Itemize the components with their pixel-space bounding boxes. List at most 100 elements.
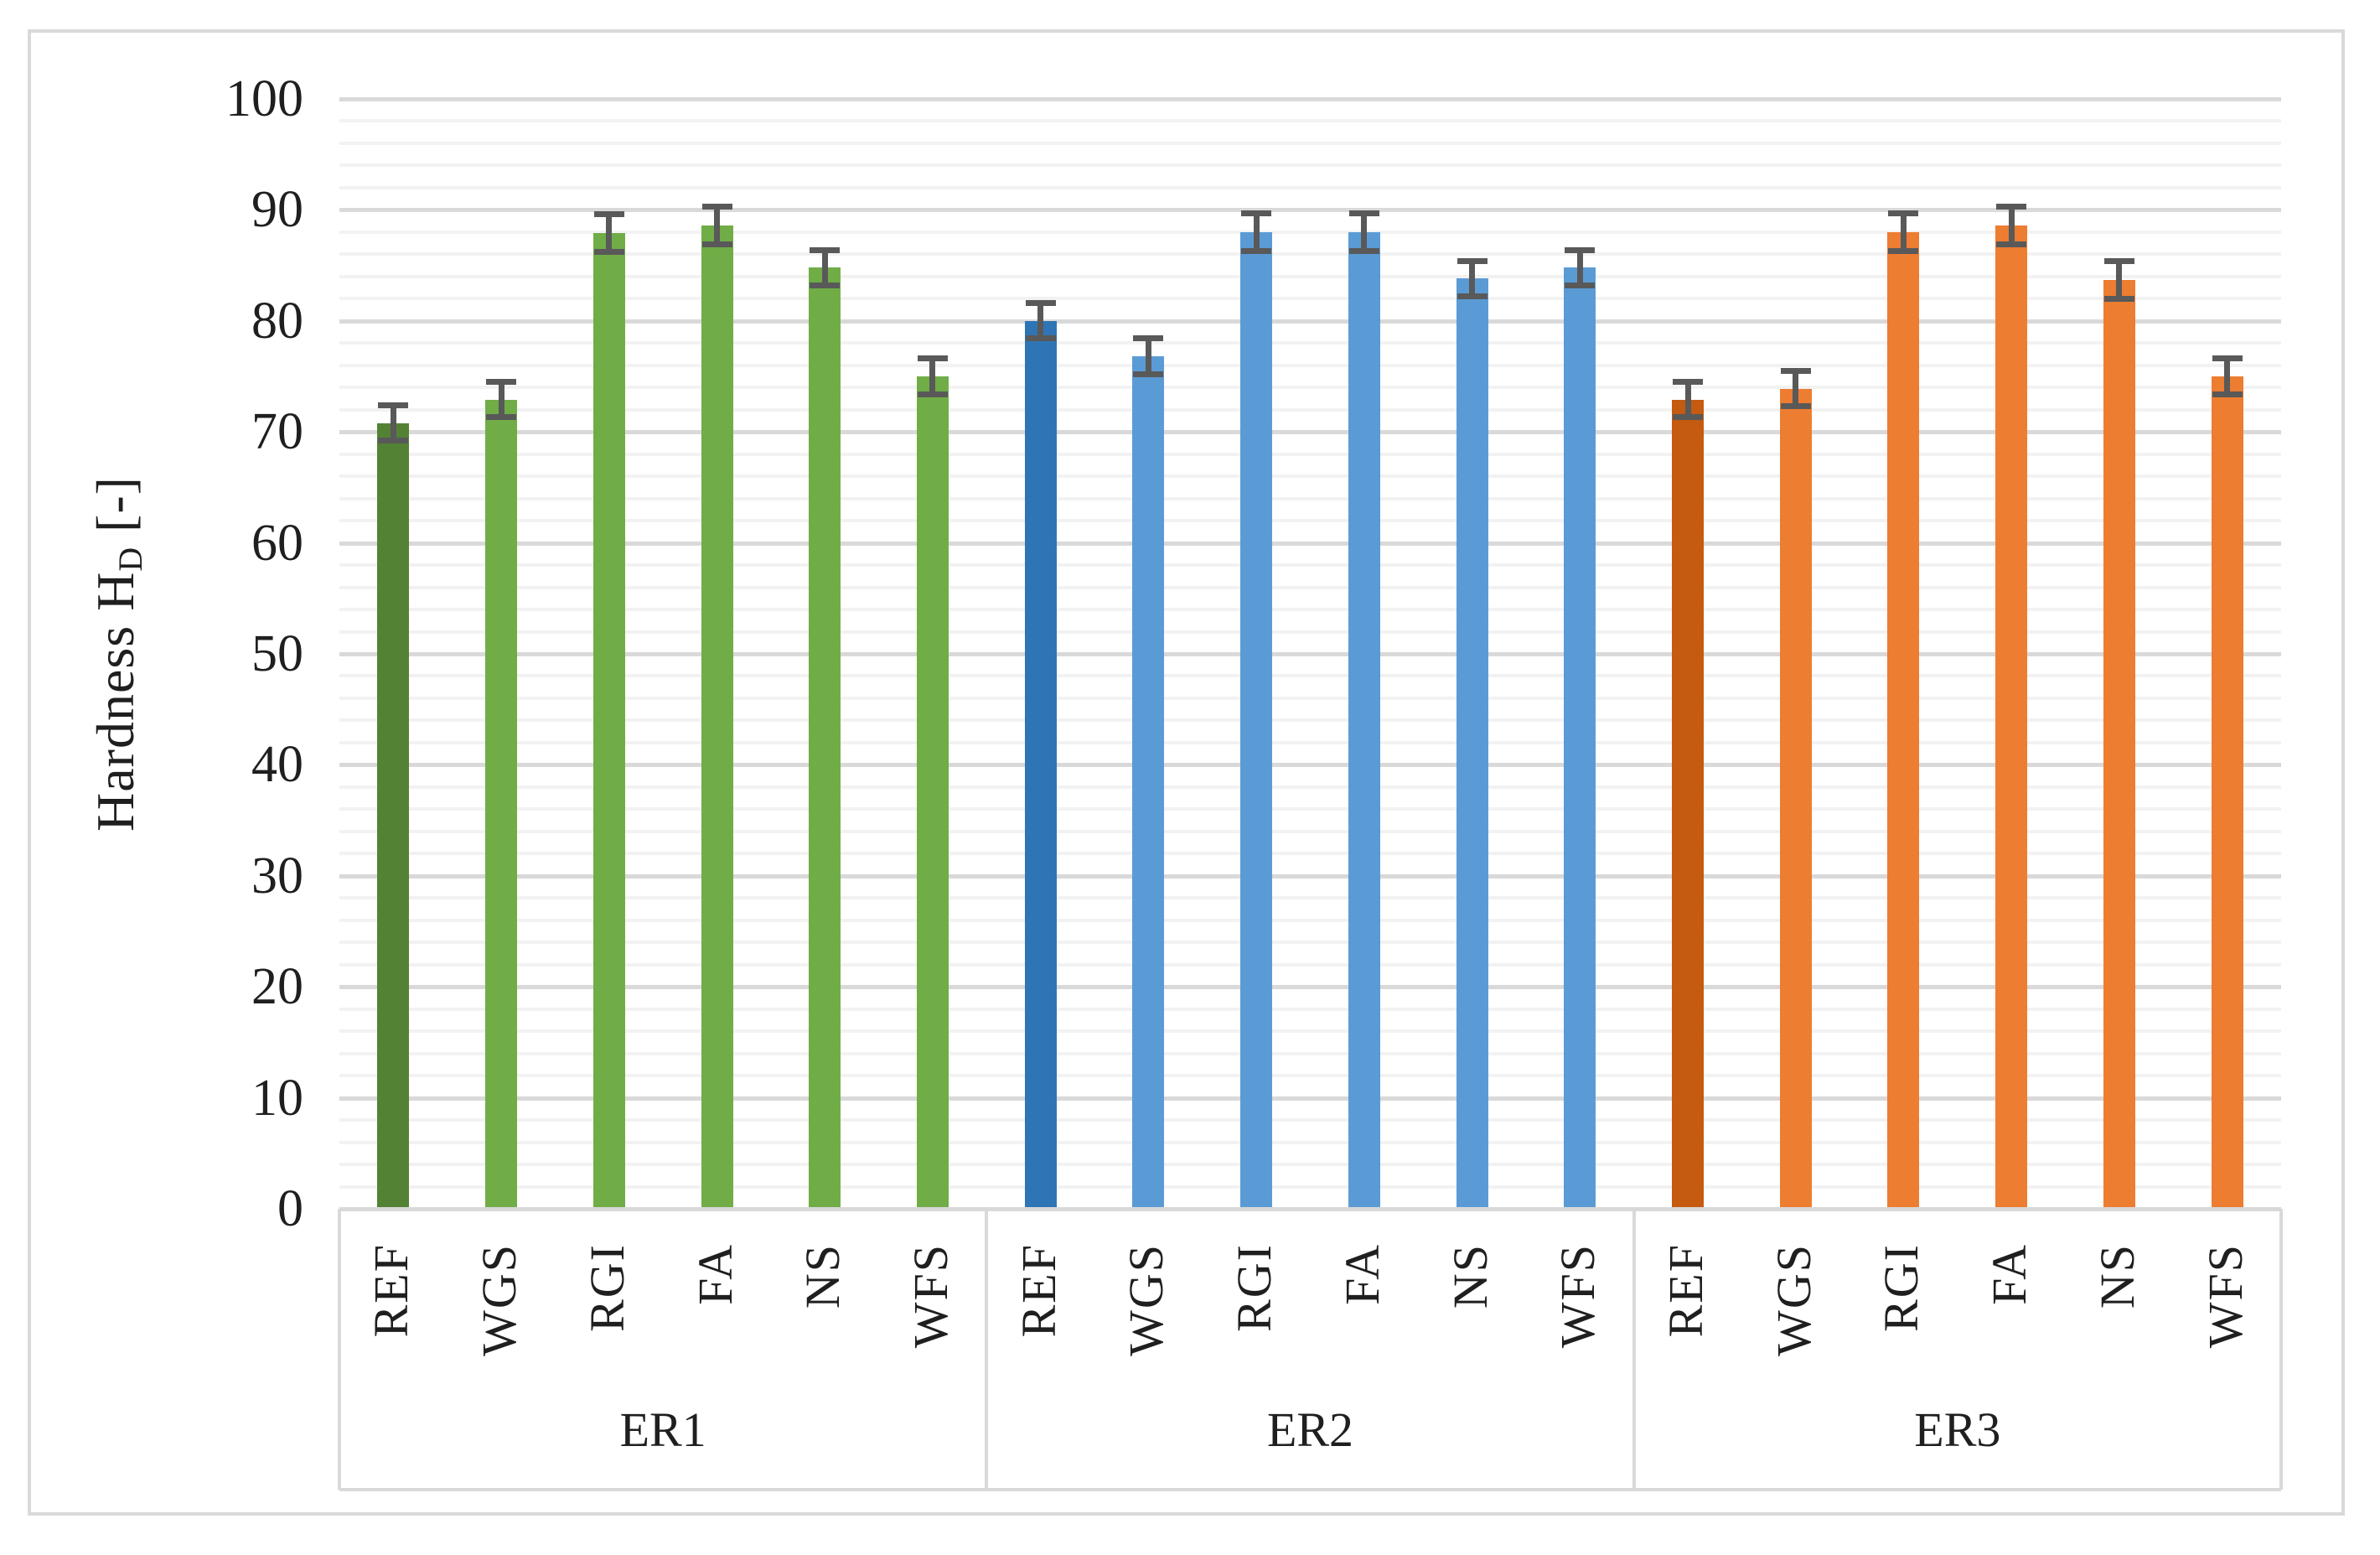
bar-ER1-REF [377,422,410,1209]
gridline-minor [339,608,2281,612]
gridline-minor [339,718,2281,723]
x-axis-line [339,1207,2281,1211]
gridline-minor [339,519,2281,523]
error-bar-cap-top-ER1-WFS [917,355,948,362]
y-tick-label-70: 70 [251,403,303,461]
error-bar-line-ER1-RGI [606,214,613,252]
gridline-minor [339,785,2281,789]
y-tick-label-10: 10 [251,1069,303,1127]
error-bar-line-ER1-WFS [929,358,936,395]
error-bar-cap-bottom-ER2-WGS [1133,371,1164,377]
gridline-major [339,541,2281,546]
gridline-minor [339,386,2281,390]
gridline-minor [339,696,2281,700]
gridline-minor [339,119,2281,123]
error-bar-line-ER3-RGI [1900,213,1907,251]
bar-ER3-WFS [2211,376,2243,1209]
error-bar-cap-bottom-ER2-WFS [1565,282,1596,288]
error-bar-cap-bottom-ER3-NS [2103,295,2134,302]
error-bar-cap-bottom-ER1-RGI [593,249,624,256]
gridline-major [339,873,2281,879]
error-bar-line-ER2-WFS [1576,250,1583,286]
x-category-label-ER2-WGS: WGS [1119,1243,1174,1356]
gridline-minor [339,163,2281,168]
error-bar-line-ER3-WGS [1793,371,1799,407]
bar-ER2-FA [1348,231,1380,1209]
gridline-minor [339,297,2281,301]
error-bar-cap-top-ER1-FA [701,203,732,210]
bar-ER2-REF [1024,320,1057,1209]
x-category-label-ER2-NS: NS [1442,1243,1498,1309]
x-category-label-ER1-REF: REF [364,1243,419,1338]
gridline-minor [339,407,2281,412]
x-category-label-ER1-RGI: RGI [579,1243,634,1332]
error-bar-line-ER2-WGS [1145,338,1151,375]
y-tick-label-90: 90 [251,181,303,239]
group-separator-ER2 [985,1209,989,1490]
error-bar-cap-top-ER2-REF [1025,300,1056,307]
error-bar-cap-top-ER1-WGS [486,379,517,386]
gridline-minor [339,1140,2281,1144]
x-category-label-ER3-NS: NS [2089,1243,2145,1309]
error-bar-line-ER3-REF [1684,381,1691,417]
gridline-minor [339,1007,2281,1011]
bar-ER1-WGS [485,399,518,1209]
x-category-label-ER3-FA: FA [1982,1243,2037,1305]
error-bar-cap-bottom-ER2-FA [1348,247,1379,254]
gridline-major [339,763,2281,768]
bar-ER3-FA [1995,225,2028,1209]
bar-ER1-NS [809,267,841,1209]
error-bar-cap-top-ER3-WFS [2212,355,2243,362]
gridline-minor [339,740,2281,744]
error-bar-line-ER2-FA [1361,213,1368,251]
gridline-minor [339,363,2281,367]
gridline-minor [339,141,2281,145]
bar-ER2-WGS [1132,356,1165,1209]
group-label-ER3: ER3 [1914,1402,2001,1457]
x-category-label-ER2-WFS: WFS [1550,1243,1606,1349]
gridline-minor [339,962,2281,967]
bar-ER1-RGI [592,233,625,1209]
group-label-ER1: ER1 [619,1402,706,1457]
error-bar-cap-top-ER2-NS [1456,257,1488,264]
error-bar-line-ER1-REF [390,405,396,441]
gridline-minor [339,1163,2281,1167]
bar-ER1-FA [701,225,733,1209]
gridline-minor [339,630,2281,634]
y-tick-label-100: 100 [225,70,303,127]
gridline-minor [339,1051,2281,1055]
gridline-minor [339,941,2281,945]
error-bar-line-ER2-REF [1037,303,1044,339]
error-bar-cap-top-ER2-WGS [1133,335,1164,342]
gridline-minor [339,252,2281,257]
y-tick-label-80: 80 [251,292,303,350]
y-tick-label-0: 0 [277,1180,303,1237]
gridline-major [339,208,2281,213]
error-bar-line-ER3-WFS [2224,358,2231,395]
error-bar-cap-bottom-ER3-WGS [1780,403,1811,410]
error-bar-cap-top-ER2-WFS [1565,246,1596,253]
error-bar-cap-bottom-ER3-WFS [2212,391,2243,397]
gridline-minor [339,674,2281,678]
error-bar-cap-bottom-ER3-FA [1996,241,2027,247]
error-bar-line-ER3-FA [2008,206,2015,245]
gridline-minor [339,1074,2281,1078]
x-category-label-ER3-WGS: WGS [1766,1243,1821,1356]
gridline-major [339,97,2281,101]
error-bar-cap-top-ER2-FA [1348,210,1379,216]
error-bar-cap-top-ER3-REF [1673,379,1704,386]
bar-ER3-REF [1672,399,1705,1209]
gridline-minor [339,185,2281,189]
gridline-minor [339,496,2281,500]
error-bar-cap-top-ER1-REF [378,402,409,408]
error-bar-line-ER1-FA [714,206,721,245]
gridline-minor [339,1029,2281,1034]
error-bar-cap-top-ER3-NS [2103,257,2134,264]
error-bar-cap-bottom-ER1-REF [378,438,409,444]
x-category-label-ER3-RGI: RGI [1874,1243,1929,1332]
error-bar-line-ER1-WGS [498,381,504,417]
error-bar-cap-top-ER2-RGI [1241,210,1272,216]
gridline-minor [339,829,2281,833]
y-tick-label-40: 40 [251,736,303,794]
